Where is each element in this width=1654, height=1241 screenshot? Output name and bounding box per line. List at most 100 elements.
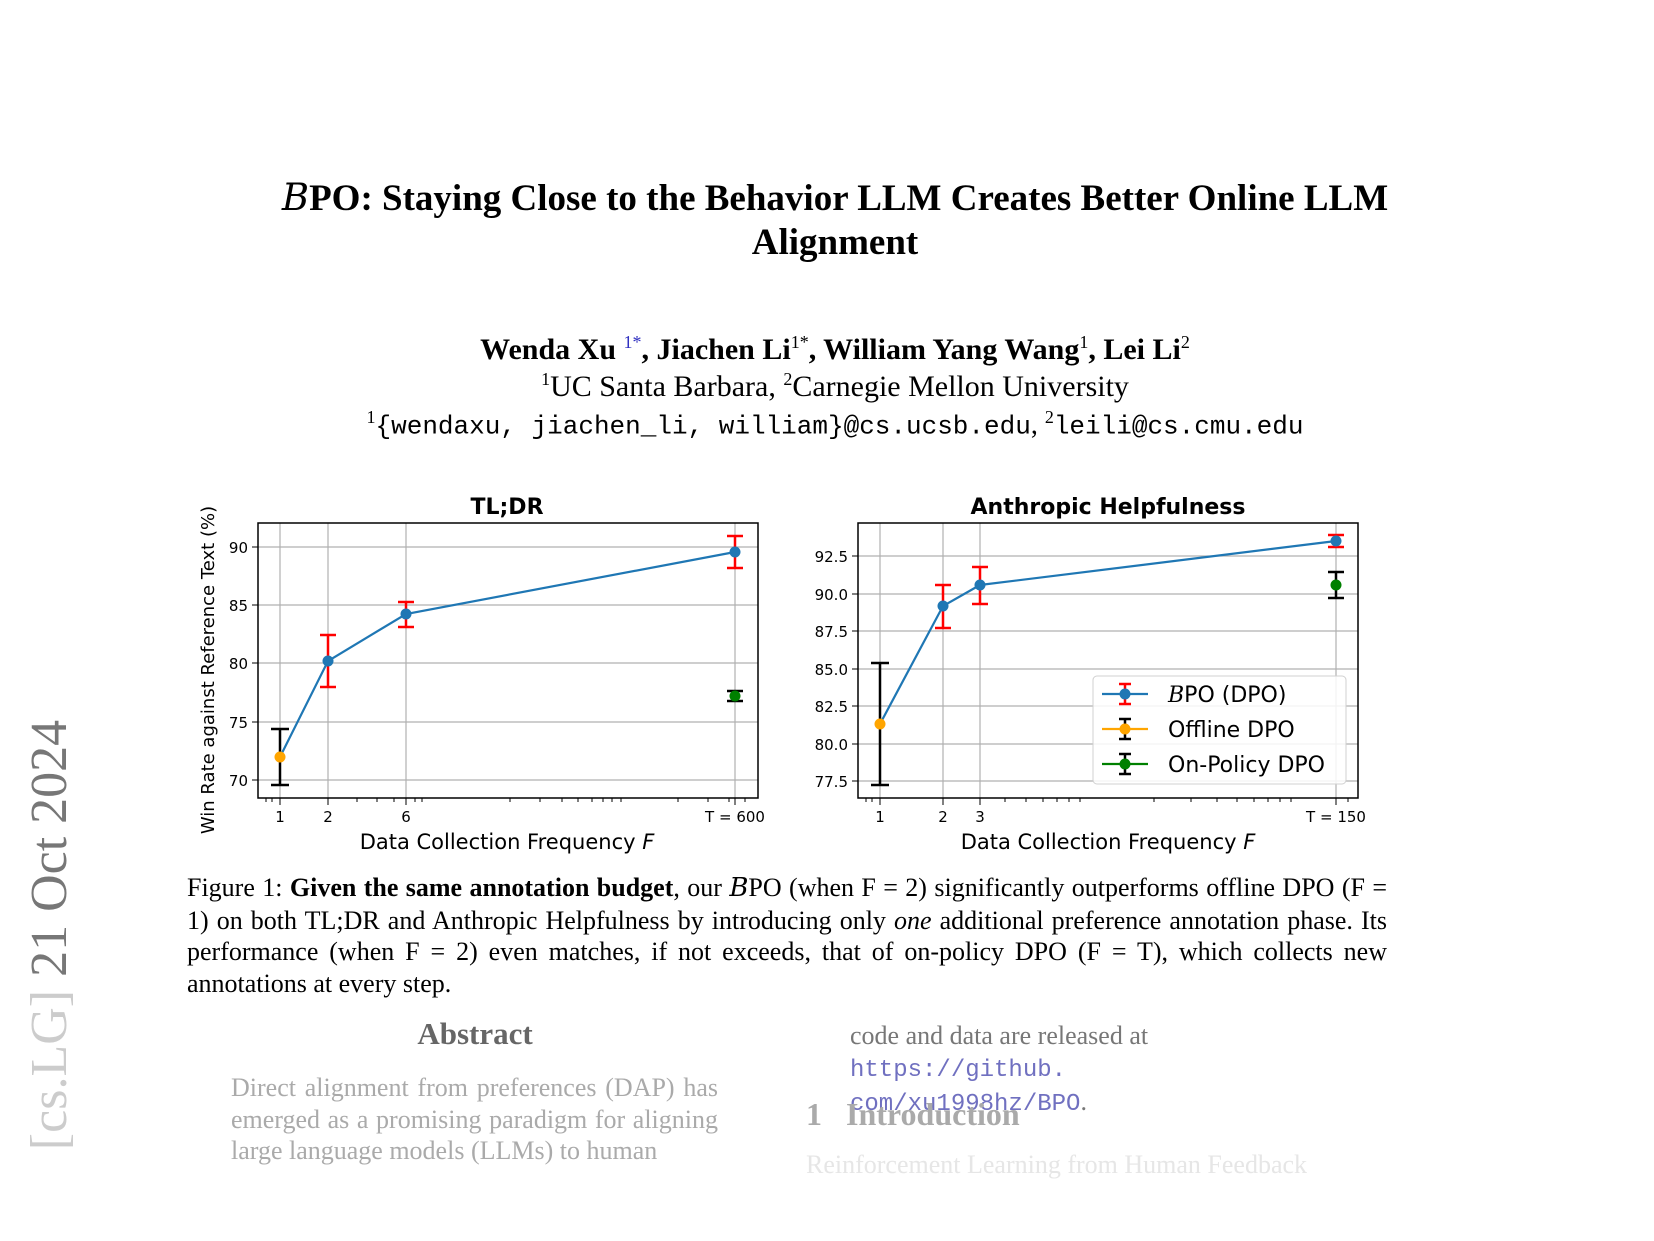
point [1330, 535, 1342, 547]
section-number: 1 [806, 1096, 822, 1132]
chart-title: TL;DR [470, 495, 543, 520]
legend-label: On-Policy DPO [1168, 753, 1325, 778]
caption-label: Figure 1: [187, 873, 290, 902]
svg-text:3: 3 [975, 808, 985, 826]
author-affil-sup: 1 [1079, 332, 1089, 352]
svg-text:90: 90 [229, 539, 248, 557]
section-title: Introduction [846, 1096, 1020, 1132]
svg-text:70: 70 [229, 772, 248, 790]
author-name: Wenda Xu [480, 333, 624, 366]
abstract-body: Direct alignment from preferences (DAP) … [231, 1073, 718, 1165]
intro-body: Reinforcement Learning from Human Feedba… [806, 1150, 1308, 1179]
point [400, 608, 412, 620]
svg-text:85: 85 [229, 597, 248, 615]
caption-text: additional preference annotation phase. … [187, 905, 1387, 998]
svg-text:80.0: 80.0 [815, 736, 848, 754]
svg-text:82.5: 82.5 [815, 698, 848, 716]
code-release-note: code and data are released at https://gi… [850, 1021, 1149, 1118]
release-text: code and data are released at [850, 1021, 1149, 1050]
author-affil-sup: 1* [790, 332, 809, 352]
affiliation: UC Santa Barbara [550, 370, 769, 403]
abstract-heading: Abstract [417, 1016, 533, 1051]
x-tick-labels: 1 2 3 T = 150 [875, 808, 1366, 826]
legend-label: Offline DPO [1168, 718, 1295, 743]
series-offline-errorbars [271, 689, 743, 787]
paper-title: BPO: Staying Close to the Behavior LLM C… [150, 176, 1520, 265]
y-ticks: 92.5 90.0 87.5 85.0 82.5 80.0 77.5 [815, 548, 858, 791]
author-name: William Yang Wang [823, 333, 1080, 366]
github-link-cont[interactable]: com/xu1998hz/BPO [850, 1091, 1081, 1118]
x-minor-ticks [265, 798, 746, 805]
affil-sup: 2 [783, 369, 793, 389]
point-offline [274, 751, 286, 763]
legend-label: BPO (DPO) [1167, 683, 1286, 708]
arxiv-category: [cs.LG] [21, 989, 78, 1151]
author-list: Wenda Xu 1*, Jiachen Li1*, William Yang … [480, 332, 1190, 366]
point [937, 600, 949, 612]
figure-1: TL;DR Win Rate against Reference Text (%… [198, 495, 1366, 854]
point [729, 546, 741, 558]
x-axis-label: Data Collection Frequency F [961, 830, 1257, 854]
legend-item-onpolicy: On-Policy DPO [1102, 752, 1325, 778]
svg-text:92.5: 92.5 [815, 548, 848, 566]
author-name: Lei Li [1103, 333, 1181, 366]
figure-caption: Figure 1: Given the same annotation budg… [187, 872, 1387, 999]
svg-text:T = 150: T = 150 [1305, 808, 1366, 826]
x-tick-labels: 1 2 6 T = 600 [275, 808, 765, 826]
series-bpo-line [879, 539, 1337, 725]
svg-text:85.0: 85.0 [815, 661, 848, 679]
title-line-2: Alignment [751, 222, 919, 263]
series-bpo-errorbars [935, 533, 1344, 630]
affiliation: Carnegie Mellon University [792, 370, 1129, 403]
email: {wendaxu, jiachen_li, william}@cs.ucsb.e… [375, 411, 1031, 442]
caption-text: PO (when F = 2) significantly outperform… [187, 873, 1387, 935]
svg-text:77.5: 77.5 [815, 773, 848, 791]
svg-text:87.5: 87.5 [815, 623, 848, 641]
caption-bold: Given the same annotation budget [289, 873, 674, 902]
author-name: Jiachen Li [656, 333, 791, 366]
chart-tldr: TL;DR Win Rate against Reference Text (%… [198, 495, 765, 854]
author-affil-sup[interactable]: 1* [623, 332, 642, 352]
emails: 1{wendaxu, jiachen_li, william}@cs.ucsb.… [366, 407, 1304, 442]
chart-anthropic: Anthropic Helpfulness 92.5 90.0 87.5 85.… [815, 495, 1366, 854]
svg-text:2: 2 [938, 808, 948, 826]
section-heading-introduction: 1 Introduction [806, 1096, 1020, 1133]
svg-text:75: 75 [229, 714, 248, 732]
plot-frame [857, 522, 1359, 799]
series-bpo-errorbars [320, 534, 743, 689]
title-calligraphic-b: B [281, 176, 310, 219]
legend-item-bpo: BPO (DPO) [1102, 682, 1286, 708]
svg-text:T = 600: T = 600 [704, 808, 765, 826]
legend-box [1092, 675, 1347, 785]
affiliations: 1UC Santa Barbara, 2Carnegie Mellon Univ… [541, 369, 1129, 403]
x-minor-ticks [865, 798, 1349, 805]
chart-title: Anthropic Helpfulness [971, 495, 1246, 520]
point-offline [874, 718, 886, 730]
caption-calligraphic-b: B [729, 873, 749, 903]
caption-italic: one [894, 905, 932, 935]
x-axis-label: Data Collection Frequency F [360, 830, 656, 854]
svg-text:2: 2 [323, 808, 333, 826]
legend-item-offline: Offline DPO [1102, 717, 1295, 743]
point [322, 655, 334, 667]
y-ticks: 70 75 80 85 90 [229, 539, 258, 790]
affil-sup: 1 [541, 369, 551, 389]
svg-text:90.0: 90.0 [815, 586, 848, 604]
plot-frame [257, 522, 759, 799]
svg-text:1: 1 [875, 808, 885, 826]
email-sup: 2 [1044, 407, 1054, 427]
series-bpo-line [279, 550, 736, 758]
github-link[interactable]: https://github. [850, 1056, 1067, 1084]
y-axis-label: Win Rate against Reference Text (%) [198, 506, 219, 834]
author-affil-sup: 2 [1180, 332, 1190, 352]
svg-text:80: 80 [229, 655, 248, 673]
svg-text:6: 6 [401, 808, 411, 826]
svg-text:1: 1 [275, 808, 285, 826]
point [974, 579, 986, 591]
caption-text: , our [673, 873, 730, 902]
title-line-1: PO: Staying Close to the Behavior LLM Cr… [309, 178, 1389, 219]
point-onpolicy [1330, 579, 1342, 591]
legend: BPO (DPO) Offline DPO On-Policy DPO [1092, 675, 1347, 785]
email-sup: 1 [366, 407, 376, 427]
point-onpolicy [729, 690, 741, 702]
